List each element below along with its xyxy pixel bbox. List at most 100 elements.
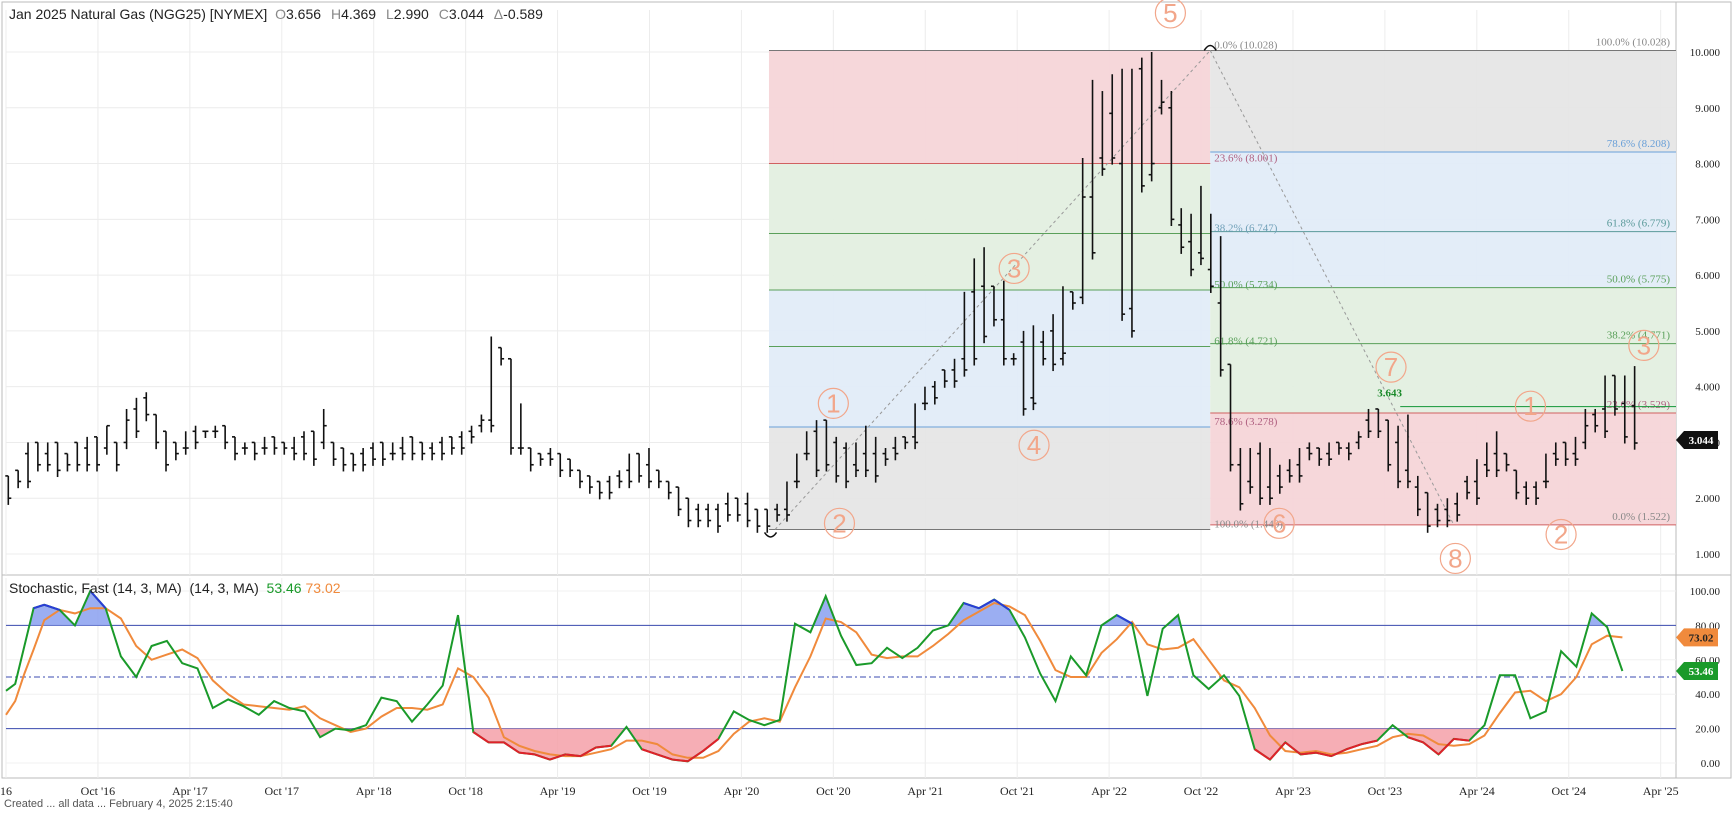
open-key: O bbox=[275, 6, 286, 22]
close-key: C bbox=[438, 6, 449, 22]
stoch-overbought-fill bbox=[813, 596, 838, 626]
stoch-axis-tick: 20.00 bbox=[1695, 724, 1720, 736]
stochastic-k-value: 53.46 bbox=[266, 580, 302, 596]
price-axis-tick: 10.000 bbox=[1690, 47, 1721, 59]
x-axis-tick: Apr '22 bbox=[1091, 784, 1127, 798]
stoch-overbought-segment bbox=[89, 590, 107, 609]
price-axis-tick: 8.000 bbox=[1695, 159, 1720, 171]
wave-count-label: 6 bbox=[1272, 508, 1286, 538]
stoch-oversold-segment bbox=[702, 738, 720, 752]
x-axis-tick: Oct '16 bbox=[81, 784, 116, 798]
x-axis-tick: Oct '17 bbox=[265, 784, 300, 798]
stochastic-d-value: 73.02 bbox=[305, 580, 341, 596]
stoch-oversold-segment bbox=[1254, 748, 1271, 761]
x-axis-tick: Oct '21 bbox=[1000, 784, 1035, 798]
stoch-overbought-segment bbox=[33, 603, 45, 610]
wave-count-circle bbox=[817, 387, 849, 419]
fib-right-label: 50.0% (5.775) bbox=[1607, 274, 1671, 286]
close-value: 3.044 bbox=[448, 6, 484, 22]
price-axis-tick: 6.000 bbox=[1695, 270, 1720, 282]
wave-count-circle bbox=[823, 507, 856, 539]
stoch-oversold-segment bbox=[519, 751, 535, 756]
wave-count-circle bbox=[1514, 390, 1547, 422]
wave-count-circle bbox=[1154, 0, 1186, 29]
swing-low-marker bbox=[763, 532, 778, 538]
stoch-axis-tick: 100.00 bbox=[1690, 586, 1721, 598]
stoch-overbought-segment bbox=[978, 598, 995, 610]
stoch-value-label: 53.46 bbox=[1689, 666, 1714, 678]
fib-left-label: 100.0% (1.440) bbox=[1214, 518, 1283, 530]
stochastic-header: Stochastic, Fast (14, 3, MA) (14, 3, MA)… bbox=[9, 580, 341, 596]
stoch-oversold-segment bbox=[1407, 736, 1424, 744]
wave-count-circle bbox=[1018, 429, 1050, 461]
stoch-axis-tick: 40.00 bbox=[1695, 689, 1720, 701]
stoch-oversold-segment bbox=[1437, 738, 1455, 756]
stoch-oversold-segment bbox=[1315, 751, 1332, 758]
stoch-oversold-segment bbox=[641, 748, 658, 756]
fib-left-label: 23.6% (8.001) bbox=[1214, 152, 1278, 164]
stoch-overbought-segment bbox=[963, 602, 980, 610]
stoch-oversold-segment bbox=[565, 753, 581, 758]
fib-left-zone bbox=[768, 289, 1211, 347]
fib-right-zone bbox=[1210, 343, 1676, 413]
stoch-oversold-segment bbox=[1346, 743, 1363, 751]
stoch-value-tag bbox=[1676, 628, 1718, 647]
fib-right-zone bbox=[1210, 151, 1676, 232]
last-price-label: 3.044 bbox=[1689, 435, 1714, 447]
stoch-oversold-segment bbox=[503, 741, 520, 754]
low-value: 2.990 bbox=[393, 6, 429, 22]
stoch-oversold-segment bbox=[580, 746, 597, 757]
fib-left-label: 78.6% (3.278) bbox=[1214, 416, 1278, 428]
trendline-down bbox=[1209, 50, 1455, 526]
fib-right-label: 100.0% (10.028) bbox=[1596, 36, 1671, 48]
x-axis-tick: Oct '20 bbox=[816, 784, 851, 798]
x-axis-tick: Apr '23 bbox=[1275, 784, 1311, 798]
wave-count-label: 1 bbox=[826, 388, 840, 418]
x-axis-tick: Oct '19 bbox=[632, 784, 667, 798]
price-header: Jan 2025 Natural Gas (NGG25) [NYMEX] O3.… bbox=[9, 6, 549, 22]
fib-right-zone bbox=[1210, 412, 1676, 525]
fib-left-label: 50.0% (5.734) bbox=[1214, 279, 1278, 291]
price-axis-tick: 1.000 bbox=[1695, 549, 1720, 561]
fib-left-zone bbox=[768, 163, 1211, 234]
low-key: L bbox=[386, 6, 394, 22]
fib-left-zone bbox=[768, 233, 1211, 290]
fib-right-label: 23.6% (3.529) bbox=[1607, 399, 1671, 411]
fib-right-zone bbox=[1210, 287, 1676, 344]
swing-high-marker bbox=[1203, 44, 1217, 51]
x-axis-tick: Oct '18 bbox=[448, 784, 483, 798]
stoch-overbought-segment bbox=[993, 598, 1011, 611]
wave-count-circle bbox=[998, 252, 1030, 285]
stoch-overbought-segment bbox=[43, 603, 60, 611]
wave-count-label: 2 bbox=[832, 508, 846, 538]
wave-count-label: 8 bbox=[1448, 543, 1462, 573]
price-axis-tick: 9.000 bbox=[1695, 103, 1720, 115]
x-axis-tick: Apr '18 bbox=[356, 784, 392, 798]
fib-left-label: 0.0% (10.028) bbox=[1214, 39, 1278, 51]
stochastic-params: (14, 3, MA) bbox=[189, 580, 259, 596]
open-value: 3.656 bbox=[286, 6, 322, 22]
last-price-tag bbox=[1676, 430, 1718, 449]
wave-count-label: 4 bbox=[1027, 430, 1041, 460]
stoch-oversold-segment bbox=[656, 753, 673, 761]
price-axis-tick: 4.000 bbox=[1695, 382, 1720, 394]
wave-count-label: 7 bbox=[1384, 352, 1398, 382]
stoch-axis-tick: 0.00 bbox=[1701, 758, 1721, 770]
stoch-oversold-segment bbox=[1330, 748, 1348, 758]
fib-left-label: 38.2% (6.747) bbox=[1214, 222, 1278, 234]
wave-count-label: 1 bbox=[1523, 391, 1537, 421]
x-axis-tick: Apr '25 bbox=[1643, 784, 1679, 798]
stochastic-title: Stochastic, Fast (14, 3, MA) bbox=[9, 580, 182, 596]
fib-left-zone bbox=[768, 426, 1211, 530]
wave-count-circle bbox=[1628, 329, 1660, 361]
stoch-oversold-segment bbox=[1300, 751, 1317, 756]
price-axis-tick: 7.000 bbox=[1695, 214, 1720, 226]
fib-right-label: 61.8% (6.779) bbox=[1607, 218, 1671, 230]
chart-footer: Created ... all data ... February 4, 202… bbox=[4, 798, 233, 810]
price-axis-tick: 2.000 bbox=[1695, 493, 1720, 505]
fib-right-label: 0.0% (1.522) bbox=[1612, 511, 1670, 523]
wave-count-circle bbox=[1263, 507, 1295, 539]
price-axis-tick: 5.000 bbox=[1695, 326, 1720, 338]
